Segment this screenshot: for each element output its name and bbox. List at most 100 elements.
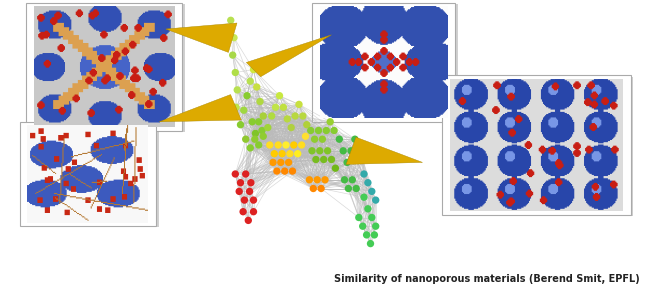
Point — [244, 189, 255, 194]
Point — [354, 148, 364, 153]
Point — [250, 131, 261, 136]
Point — [232, 88, 242, 92]
Point — [278, 105, 289, 110]
Point — [238, 209, 248, 214]
Point — [317, 137, 328, 142]
Point — [258, 114, 268, 118]
Point — [308, 186, 318, 191]
Point — [315, 148, 325, 153]
Point — [370, 198, 381, 202]
Point — [252, 85, 262, 89]
Point — [296, 143, 307, 147]
Point — [329, 128, 339, 133]
Point — [248, 209, 259, 214]
Point — [361, 233, 372, 237]
Point — [277, 151, 287, 156]
Point — [300, 134, 311, 139]
FancyBboxPatch shape — [445, 77, 633, 216]
Point — [282, 117, 293, 121]
Point — [265, 143, 275, 147]
Polygon shape — [346, 137, 422, 164]
Point — [339, 177, 350, 182]
Point — [273, 143, 283, 147]
Point — [248, 67, 259, 72]
Point — [272, 169, 282, 173]
Point — [235, 122, 246, 127]
Point — [342, 160, 352, 165]
Point — [321, 128, 332, 133]
Point — [257, 128, 267, 133]
Point — [280, 169, 290, 173]
Point — [242, 93, 252, 98]
Point — [358, 224, 368, 229]
Point — [283, 160, 294, 165]
Point — [230, 70, 240, 75]
Point — [313, 128, 324, 133]
Point — [258, 134, 268, 139]
Polygon shape — [159, 95, 241, 122]
Point — [307, 148, 317, 153]
Point — [292, 151, 303, 156]
FancyBboxPatch shape — [22, 123, 159, 227]
Point — [358, 157, 368, 162]
Point — [229, 35, 239, 40]
Point — [234, 189, 244, 194]
Point — [286, 125, 296, 130]
Point — [285, 151, 295, 156]
Point — [359, 172, 369, 176]
Point — [367, 215, 377, 220]
Point — [239, 198, 250, 202]
Point — [363, 206, 373, 211]
Point — [365, 241, 376, 246]
Point — [322, 148, 333, 153]
Point — [306, 128, 316, 133]
Point — [266, 114, 277, 118]
Point — [294, 102, 304, 107]
Point — [274, 93, 285, 98]
FancyBboxPatch shape — [315, 4, 458, 123]
Point — [304, 177, 315, 182]
Point — [254, 119, 264, 124]
Point — [320, 177, 330, 182]
Point — [243, 218, 254, 223]
Point — [343, 186, 354, 191]
Point — [370, 224, 381, 229]
Point — [346, 148, 356, 153]
Point — [354, 215, 364, 220]
Point — [268, 160, 278, 165]
Point — [330, 166, 341, 171]
FancyBboxPatch shape — [312, 3, 455, 122]
FancyBboxPatch shape — [20, 122, 156, 226]
Point — [338, 148, 348, 153]
Point — [316, 186, 326, 191]
Point — [227, 53, 238, 57]
Point — [245, 79, 255, 84]
Point — [248, 198, 259, 202]
Point — [246, 180, 256, 185]
Point — [347, 177, 358, 182]
Point — [240, 137, 251, 142]
Point — [359, 195, 369, 200]
Polygon shape — [246, 35, 332, 77]
Point — [325, 119, 335, 124]
Point — [312, 177, 322, 182]
Point — [263, 125, 273, 130]
FancyBboxPatch shape — [442, 75, 630, 215]
Point — [240, 172, 251, 176]
Point — [287, 169, 298, 173]
Point — [269, 151, 280, 156]
Polygon shape — [166, 23, 237, 52]
Point — [369, 233, 380, 237]
Point — [231, 105, 241, 110]
Point — [226, 18, 236, 23]
FancyBboxPatch shape — [26, 3, 182, 130]
Point — [245, 146, 255, 150]
Point — [281, 143, 291, 147]
Point — [239, 108, 249, 113]
Point — [350, 137, 360, 142]
Point — [351, 186, 361, 191]
Point — [334, 137, 345, 142]
Point — [276, 160, 286, 165]
Point — [270, 105, 281, 110]
Point — [318, 157, 329, 162]
